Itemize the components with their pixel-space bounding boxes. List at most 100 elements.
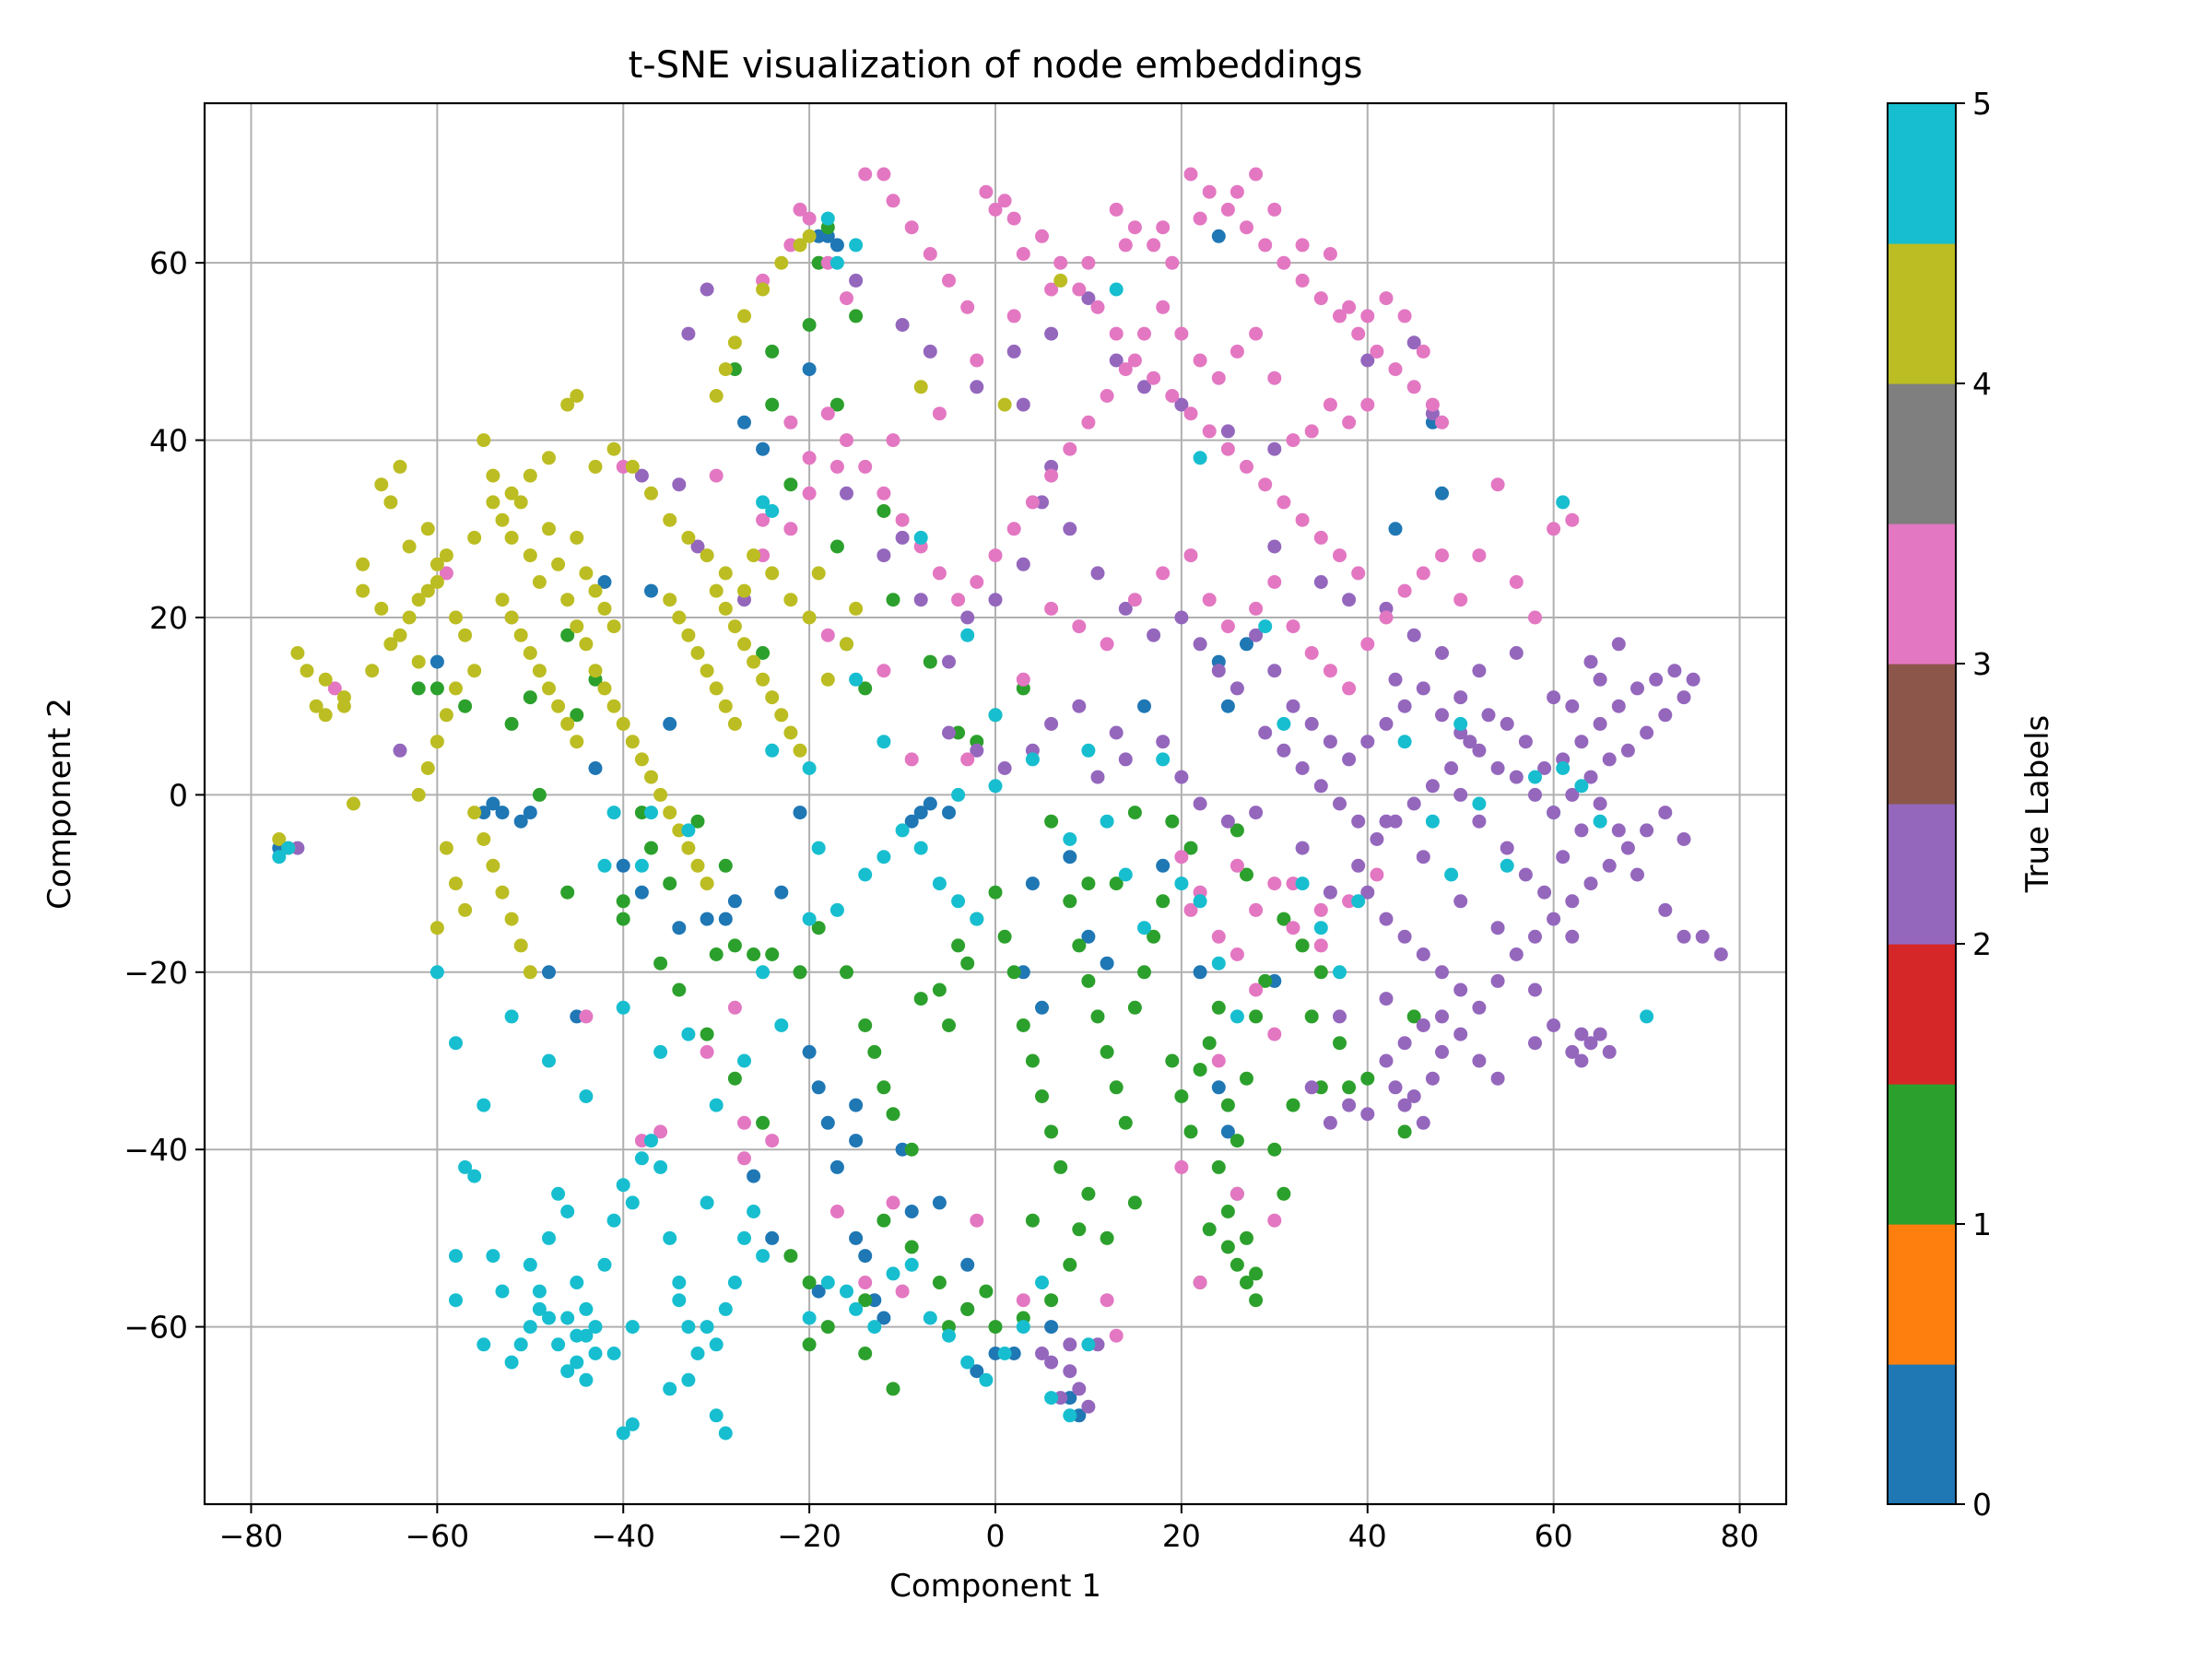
scatter-point	[402, 610, 417, 625]
scatter-point	[1295, 938, 1310, 953]
scatter-point	[1063, 832, 1077, 846]
scatter-point	[1425, 1071, 1440, 1086]
scatter-point	[1127, 1000, 1142, 1015]
scatter-point	[606, 699, 621, 713]
scatter-point	[1351, 814, 1366, 829]
scatter-point	[1193, 965, 1207, 980]
scatter-point	[625, 1195, 640, 1210]
scatter-point	[1025, 752, 1040, 767]
scatter-point	[1397, 699, 1412, 713]
series-label-2	[290, 273, 1728, 1414]
scatter-point	[904, 752, 919, 767]
scatter-point	[1137, 326, 1151, 341]
scatter-point	[1593, 814, 1607, 829]
scatter-point	[1109, 282, 1124, 297]
colorbar-ticks: 0 1 2 3 4 5	[1956, 86, 1992, 1523]
scatter-point	[429, 681, 444, 696]
scatter-point	[849, 309, 864, 324]
scatter-point	[1658, 806, 1673, 820]
scatter-point	[420, 522, 435, 536]
scatter-point	[913, 380, 928, 394]
scatter-point	[1220, 424, 1235, 439]
scatter-point	[1249, 1293, 1264, 1308]
scatter-point	[802, 912, 817, 926]
scatter-point	[811, 1284, 826, 1299]
scatter-point	[504, 610, 519, 625]
scatter-point	[1193, 211, 1207, 226]
scatter-point	[1174, 877, 1189, 891]
scatter-point	[756, 441, 771, 456]
scatter-point	[932, 566, 947, 581]
scatter-point	[700, 548, 714, 563]
scatter-point	[1137, 699, 1151, 713]
scatter-point	[542, 451, 556, 465]
scatter-point	[1453, 1027, 1468, 1041]
scatter-point	[830, 1205, 844, 1218]
scatter-point	[663, 593, 677, 607]
scatter-point	[988, 1320, 1003, 1335]
scatter-point	[737, 1053, 751, 1068]
scatter-point	[1323, 1115, 1337, 1130]
scatter-point	[449, 1293, 463, 1308]
scatter-point	[747, 1169, 761, 1183]
scatter-point	[477, 433, 491, 448]
scatter-point	[513, 938, 528, 953]
scatter-point	[1565, 787, 1580, 802]
scatter-point	[1295, 841, 1310, 855]
scatter-point	[579, 637, 594, 652]
scatter-point	[1360, 1107, 1375, 1122]
scatter-point	[1277, 912, 1291, 926]
scatter-point	[1313, 530, 1328, 545]
scatter-point	[1406, 1089, 1421, 1103]
scatter-point	[560, 1205, 575, 1218]
scatter-point	[1156, 566, 1171, 581]
scatter-point	[1267, 1027, 1282, 1041]
scatter-point	[820, 1320, 835, 1335]
scatter-point	[840, 965, 853, 980]
scatter-point	[802, 451, 817, 465]
scatter-point	[1658, 708, 1673, 723]
scatter-point	[681, 1320, 696, 1335]
scatter-point	[1240, 1230, 1253, 1245]
x-axis-ticks: −80 −60 −40 −20 0 20 40 60 80	[219, 1504, 1759, 1554]
x-tick-label: −80	[219, 1518, 284, 1554]
scatter-point	[1528, 787, 1542, 802]
colorbar-segment	[1888, 383, 1956, 524]
scatter-point	[1267, 539, 1282, 554]
scatter-point	[1025, 495, 1040, 510]
scatter-point	[634, 468, 649, 483]
scatter-point	[1640, 725, 1654, 740]
scatter-point	[616, 1000, 630, 1015]
scatter-point	[1490, 921, 1505, 935]
scatter-point	[1509, 575, 1524, 589]
scatter-point	[1230, 823, 1244, 838]
scatter-point	[318, 672, 333, 687]
y-tick-label: 60	[149, 245, 188, 281]
x-tick-label: 40	[1348, 1518, 1387, 1554]
scatter-point	[467, 1169, 482, 1183]
scatter-point	[588, 459, 603, 474]
scatter-point	[1583, 770, 1598, 784]
scatter-point	[747, 1205, 761, 1218]
scatter-point	[477, 1337, 491, 1352]
scatter-point	[1183, 841, 1198, 855]
scatter-point	[513, 1337, 528, 1352]
scatter-point	[1453, 894, 1468, 909]
scatter-point	[1016, 557, 1030, 571]
scatter-point	[644, 583, 658, 598]
scatter-point	[727, 335, 742, 350]
scatter-point	[644, 486, 658, 500]
scatter-point	[849, 1301, 864, 1316]
scatter-point	[429, 575, 444, 589]
scatter-point	[551, 557, 566, 571]
scatter-point	[690, 858, 705, 873]
scatter-point	[449, 681, 463, 696]
scatter-point	[570, 1276, 584, 1289]
scatter-point	[867, 1044, 882, 1059]
scatter-point	[1286, 619, 1300, 634]
scatter-point	[653, 787, 668, 802]
scatter-point	[830, 397, 844, 412]
scatter-point	[1109, 202, 1124, 217]
scatter-point	[1016, 672, 1030, 687]
scatter-point	[1016, 397, 1030, 412]
